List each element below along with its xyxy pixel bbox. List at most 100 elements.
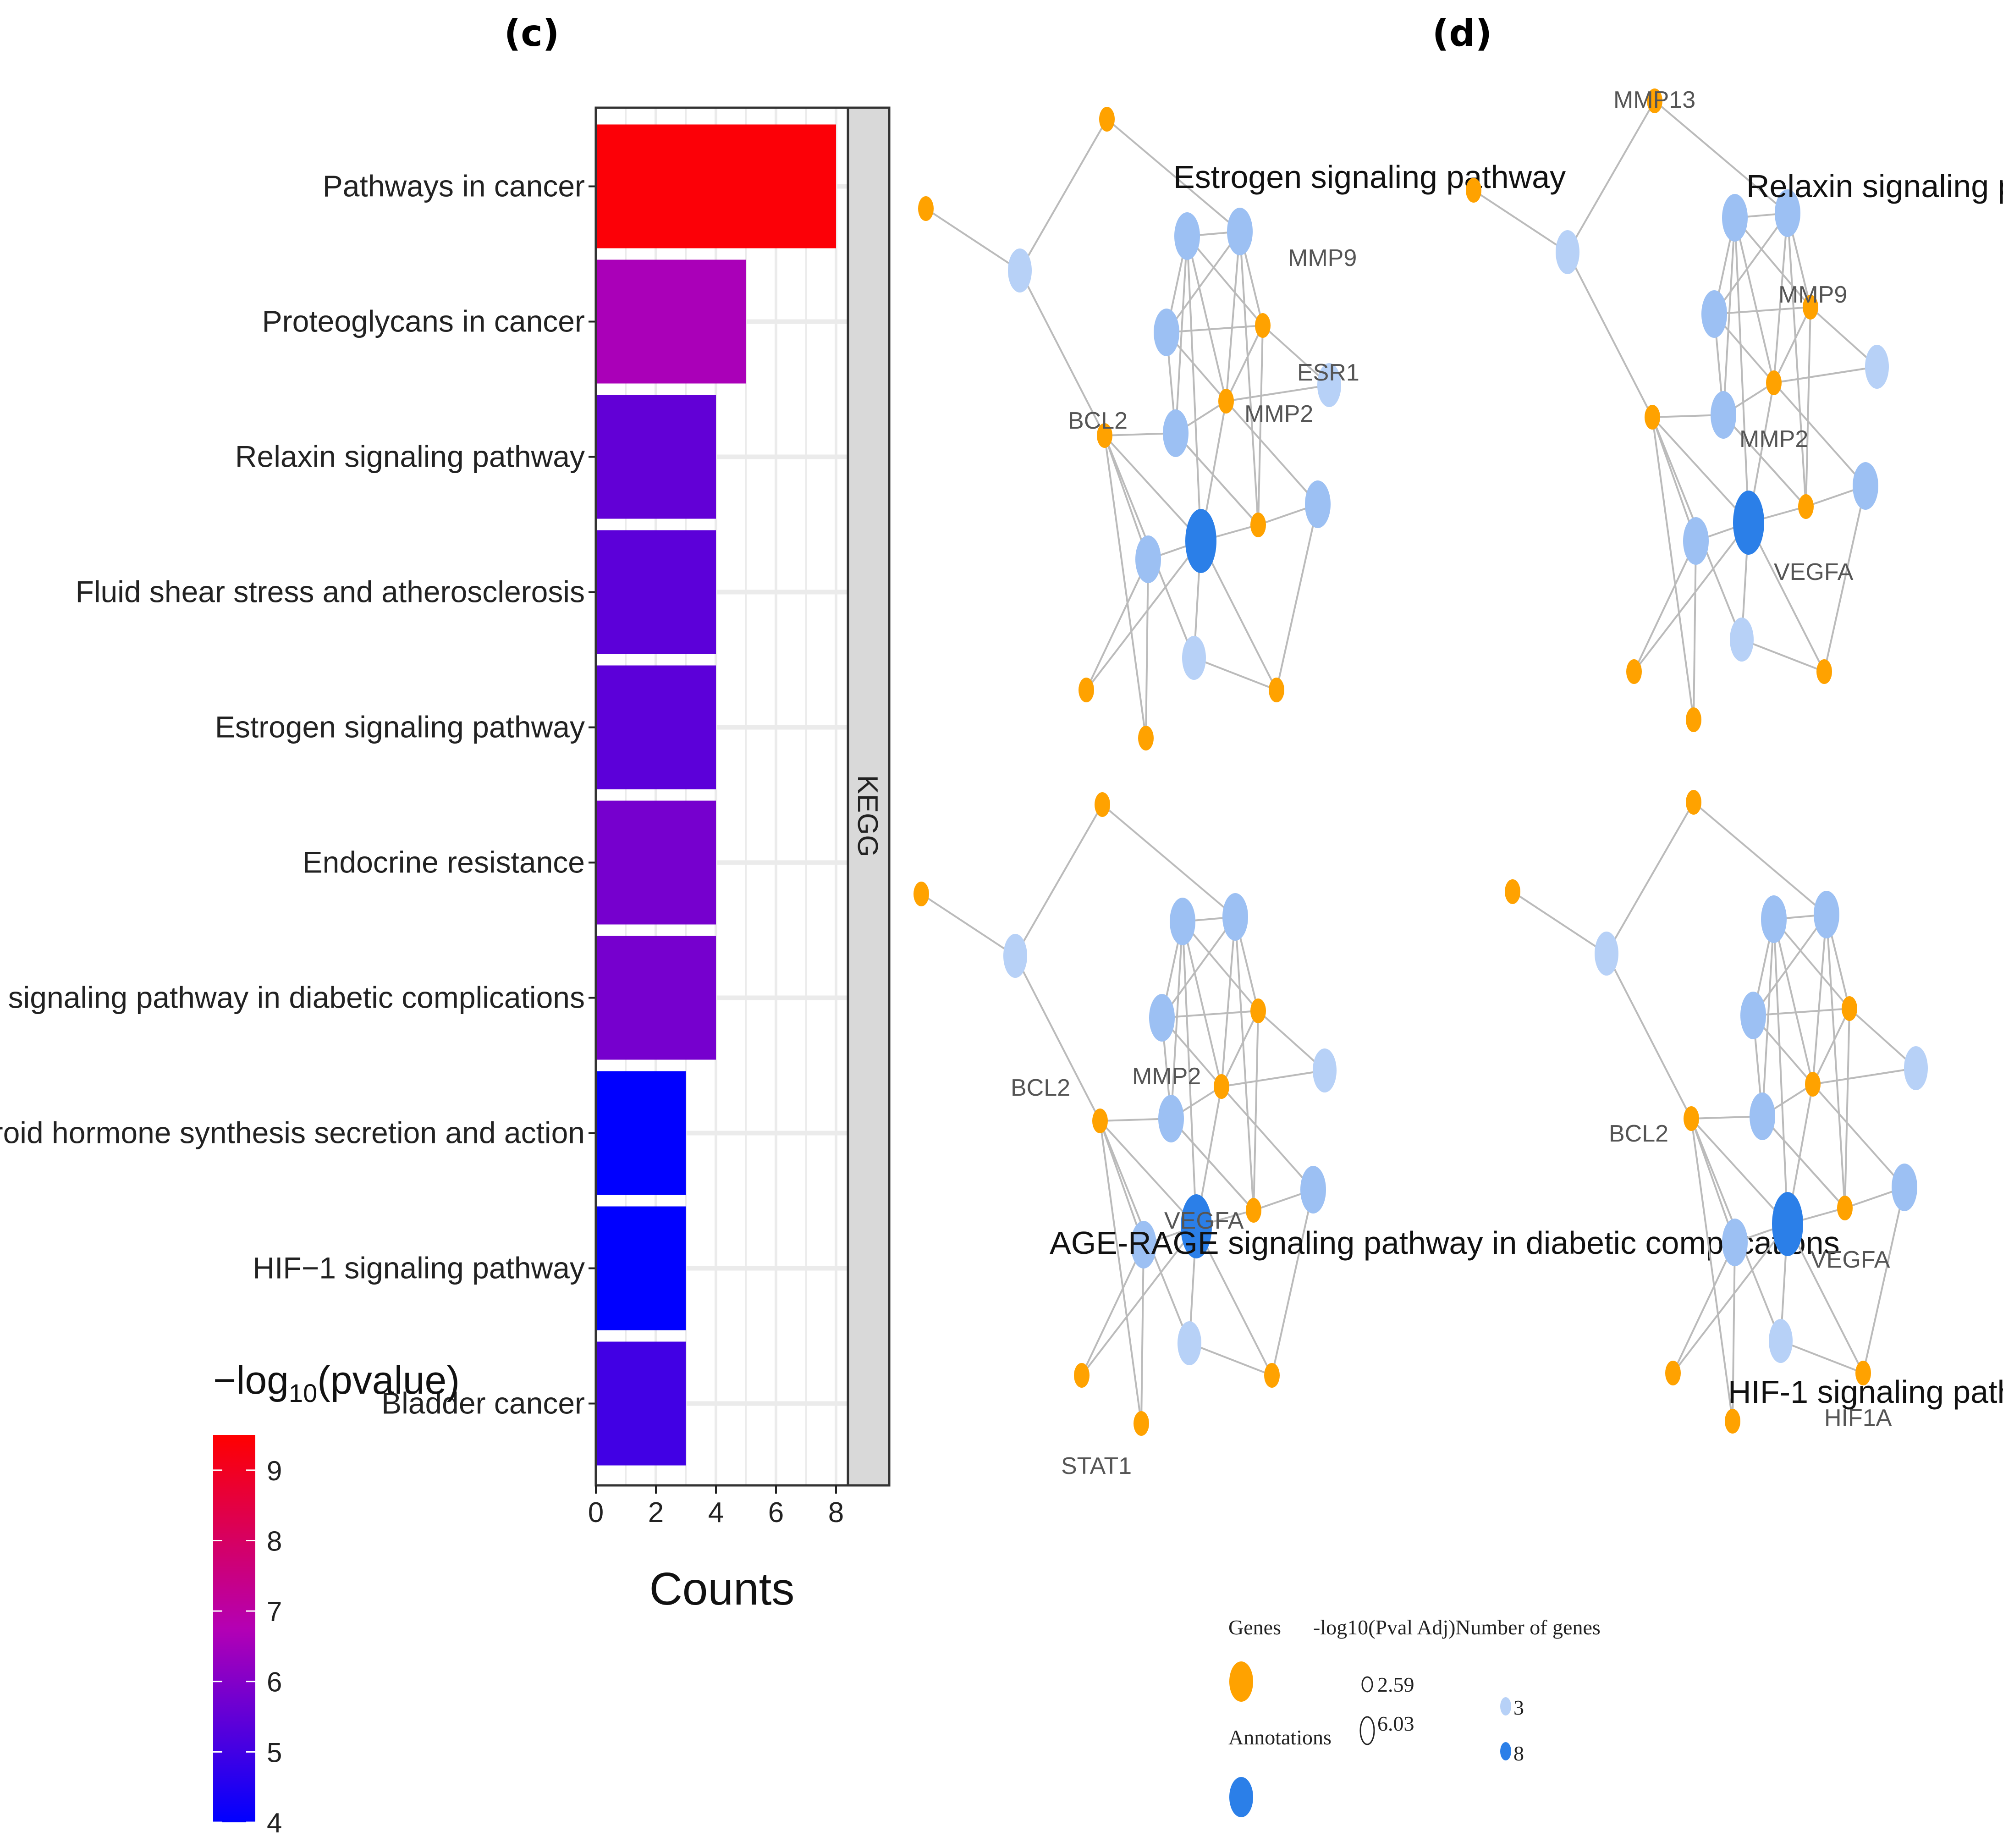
network-edge: [1166, 325, 1263, 333]
annotation-node: [1313, 1048, 1337, 1092]
category-labels: Pathways in cancer Proteoglycans in cance…: [0, 169, 596, 1420]
gene-label: STAT1: [1061, 1453, 1132, 1479]
colorbar-tick-label: 7: [267, 1596, 282, 1627]
network-edge: [1722, 414, 1807, 508]
gene-node: [1095, 792, 1110, 817]
network-edge: [1773, 366, 1877, 384]
network-edge: [1019, 119, 1108, 271]
annotation-node: [1003, 934, 1027, 978]
network-edge: [1225, 325, 1264, 402]
gene-node: [1645, 405, 1660, 430]
gene-node: [1842, 996, 1857, 1021]
legend-number-low: 3: [1513, 1696, 1524, 1719]
network-edge: [1473, 189, 1568, 253]
gene-node: [1686, 707, 1701, 732]
gene-label: BCL2: [1068, 408, 1128, 434]
network-edge: [1182, 921, 1259, 1012]
annotation-node: [1711, 391, 1736, 439]
category-label: Pathways in cancer: [323, 169, 585, 203]
colorbar-title-sub: 10: [289, 1379, 317, 1407]
network-edge: [1849, 1008, 1917, 1069]
gene-label: MMP2: [1739, 426, 1808, 452]
gene-node: [1626, 659, 1642, 684]
network-edge: [1225, 400, 1319, 505]
category-label: Proteoglycans in cancer: [262, 304, 585, 338]
annotation-node: [1556, 230, 1579, 274]
annotation-node: [1185, 509, 1216, 573]
gene-node: [1250, 513, 1266, 537]
gene-label: MMP9: [1288, 245, 1357, 271]
annotation-node: [1317, 363, 1341, 407]
x-tick-label: 2: [648, 1497, 664, 1528]
network-legend: Genes Annotations -log10(Pval Adj) 2.59 …: [1228, 1616, 1601, 1817]
network-edge: [1221, 1070, 1325, 1087]
bar: [596, 1071, 686, 1195]
x-tick-label: 0: [588, 1497, 604, 1528]
network-edge: [1085, 540, 1202, 691]
annotation-node: [1904, 1046, 1928, 1090]
annotation-node: [1733, 491, 1764, 555]
network-edge: [1239, 231, 1259, 525]
network-edge: [1104, 435, 1202, 542]
colorbar-tick-label: 9: [267, 1456, 282, 1486]
legend-annotations-label: Annotations: [1228, 1726, 1332, 1749]
colorbar-tick-label: 5: [267, 1737, 282, 1768]
network-title: HIF-1 signaling pathway: [1728, 1374, 2003, 1410]
network-edge: [1761, 1115, 1846, 1209]
gene-label: VEGFA: [1810, 1247, 1890, 1273]
network-edge: [1672, 1242, 1736, 1374]
network-edge: [1271, 1189, 1314, 1376]
gene-node: [1647, 88, 1662, 113]
network-edge: [1734, 217, 1775, 383]
colorbar-tick-label: 4: [267, 1808, 282, 1838]
annotation-node: [1182, 636, 1206, 680]
annotation-node: [1008, 248, 1032, 292]
network-edge: [1081, 1244, 1145, 1376]
network-edge: [1773, 919, 1788, 1225]
annotation-node: [1163, 409, 1189, 457]
x-tick-label: 4: [708, 1497, 724, 1528]
network-edge: [920, 893, 1016, 957]
network-edge: [1606, 802, 1695, 954]
network-edge: [1175, 432, 1259, 526]
network-edge: [1690, 1118, 1736, 1243]
network-edge: [1276, 504, 1319, 690]
network-edge: [1810, 306, 1878, 368]
colorbar-tick-label: 6: [267, 1667, 282, 1698]
network-edge: [1257, 1010, 1326, 1071]
network-edge: [1651, 416, 1750, 524]
bar: [596, 395, 716, 519]
category-label: Estrogen signaling pathway: [215, 710, 585, 744]
gene-label: MMP9: [1778, 281, 1847, 308]
annotation-node: [1892, 1164, 1917, 1211]
annotation-node: [1730, 618, 1754, 662]
network-edge: [1189, 1342, 1272, 1376]
legend-genes-label: Genes: [1228, 1616, 1281, 1639]
network-edge: [1844, 1008, 1850, 1208]
bar: [596, 530, 716, 654]
network-edge: [1713, 212, 1788, 315]
network-edge: [1226, 384, 1330, 402]
gene-node: [1837, 1196, 1853, 1220]
bars: [596, 124, 836, 1466]
network-panel: MMP9 ESR1 BCL2 MMP2 Estrogen signaling pathw…: [913, 87, 2003, 1479]
network-edge: [1186, 236, 1227, 402]
network-edge: [1019, 270, 1106, 436]
network-edge: [1221, 1086, 1314, 1191]
network-nodes: [913, 792, 1337, 1436]
annotation-node: [1722, 1219, 1748, 1266]
gene-node: [1255, 313, 1271, 338]
annotation-node: [1181, 1194, 1212, 1258]
network-edge: [1787, 1224, 1864, 1374]
gene-node: [1855, 1361, 1871, 1385]
network-edge: [1175, 236, 1188, 434]
network-edge: [1812, 1067, 1916, 1085]
network-edge: [1221, 916, 1236, 1087]
network-edge: [1633, 541, 1697, 672]
annotation-node: [1154, 309, 1179, 356]
bar: [596, 124, 836, 248]
annotation-node: [1149, 994, 1175, 1042]
network-edge: [1101, 804, 1236, 918]
network-edge: [1780, 1340, 1864, 1374]
annotation-node: [1769, 1319, 1793, 1363]
